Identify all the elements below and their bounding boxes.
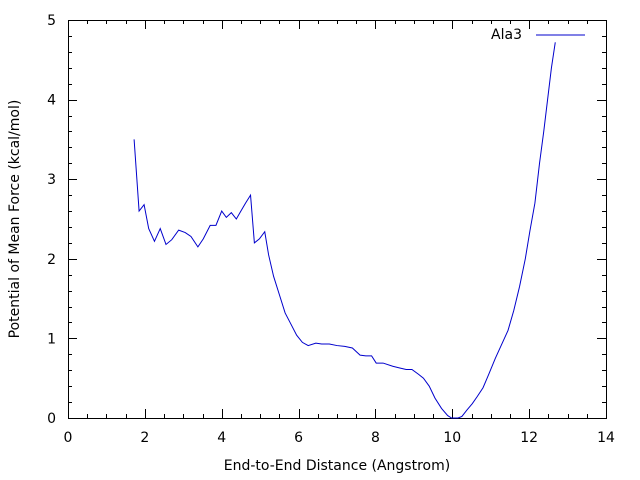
y-tick-labels: 0 1 2 3 4 5 (47, 13, 56, 427)
x-tick-label: 2 (140, 430, 149, 446)
x-tick-label: 4 (217, 430, 226, 446)
y-tick-label: 0 (47, 411, 56, 427)
y-tick-label: 5 (47, 13, 56, 29)
legend-label: Ala3 (491, 27, 522, 43)
x-tick-label: 6 (294, 430, 303, 446)
y-tick-label: 4 (47, 93, 56, 109)
x-tick-label: 8 (371, 430, 380, 446)
y-tick-label: 1 (47, 331, 56, 347)
plot-frame (68, 20, 607, 419)
y-axis-label: Potential of Mean Force (kcal/mol) (7, 100, 23, 339)
y-tick-label: 3 (47, 172, 56, 188)
x-axis-label: End-to-End Distance (Angstrom) (224, 458, 450, 474)
x-tick-label: 10 (443, 430, 461, 446)
x-tick-label: 14 (597, 430, 615, 446)
x-tick-label: 0 (64, 430, 73, 446)
x-tick-labels: 0 2 4 6 8 10 12 14 (64, 430, 615, 446)
axis-ticks (68, 20, 607, 419)
x-tick-label: 12 (520, 430, 538, 446)
series-line-ala3 (133, 42, 556, 419)
y-tick-label: 2 (47, 252, 56, 268)
